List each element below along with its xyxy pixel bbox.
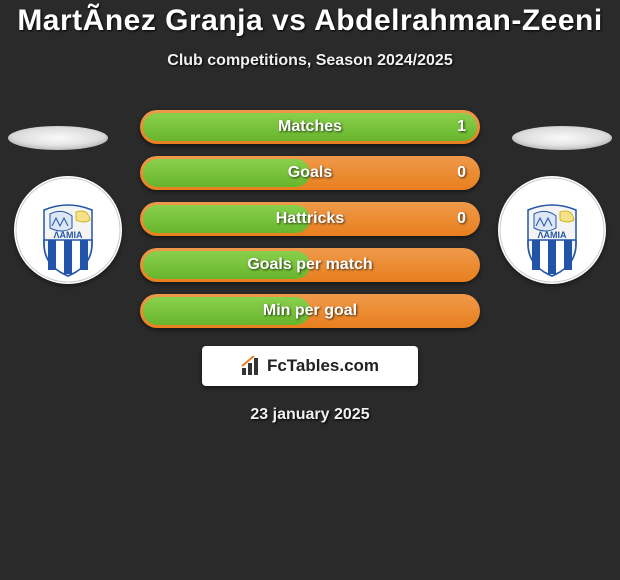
page-title: MartÃ­nez Granja vs Abdelrahman-Zeeni bbox=[0, 0, 620, 38]
stat-label: Matches bbox=[278, 118, 342, 136]
club-crest-icon: ΛΑΜΙΑ bbox=[14, 176, 122, 284]
stat-row-matches: Matches 1 bbox=[140, 110, 480, 144]
club-crest-icon: ΛΑΜΙΑ bbox=[498, 176, 606, 284]
subtitle: Club competitions, Season 2024/2025 bbox=[0, 52, 620, 70]
stat-value: 0 bbox=[457, 156, 466, 190]
stat-row-goals-per-match: Goals per match bbox=[140, 248, 480, 282]
stat-value: 1 bbox=[457, 110, 466, 144]
player-marker-right bbox=[512, 126, 612, 150]
logo-label: FcTables.com bbox=[267, 356, 379, 376]
infographic-container: MartÃ­nez Granja vs Abdelrahman-Zeeni Cl… bbox=[0, 0, 620, 580]
date-text: 23 january 2025 bbox=[0, 406, 620, 424]
svg-text:ΛΑΜΙΑ: ΛΑΜΙΑ bbox=[538, 230, 568, 240]
svg-text:ΛΑΜΙΑ: ΛΑΜΙΑ bbox=[54, 230, 84, 240]
stat-row-hattricks: Hattricks 0 bbox=[140, 202, 480, 236]
stat-bar-fill bbox=[143, 159, 310, 187]
club-badge-right: ΛΑΜΙΑ bbox=[498, 176, 606, 284]
stat-label: Hattricks bbox=[276, 210, 344, 228]
stat-value: 0 bbox=[457, 202, 466, 236]
stat-label: Min per goal bbox=[263, 302, 357, 320]
club-badge-left: ΛΑΜΙΑ bbox=[14, 176, 122, 284]
logo-box: FcTables.com bbox=[202, 346, 418, 386]
logo-text: FcTables.com bbox=[241, 356, 379, 376]
stat-row-min-per-goal: Min per goal bbox=[140, 294, 480, 328]
stat-label: Goals bbox=[288, 164, 332, 182]
chart-icon bbox=[241, 356, 263, 376]
player-marker-left bbox=[8, 126, 108, 150]
stat-label: Goals per match bbox=[247, 256, 372, 274]
stat-row-goals: Goals 0 bbox=[140, 156, 480, 190]
